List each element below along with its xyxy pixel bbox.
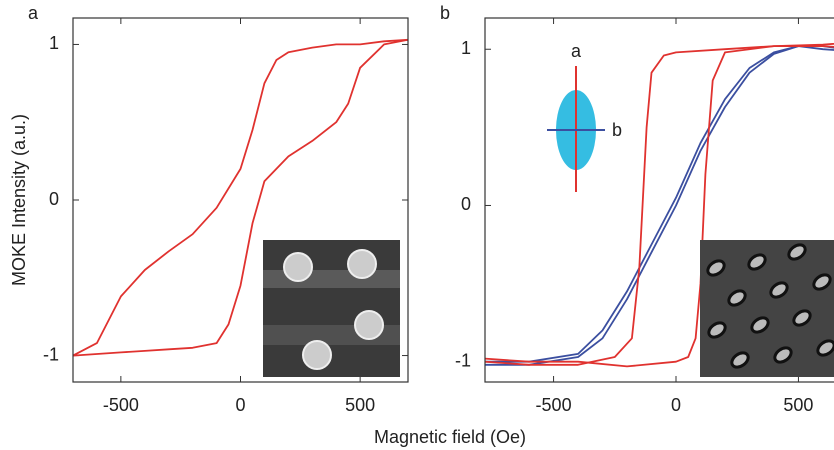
inset-a — [263, 240, 400, 377]
y-tick-label: 1 — [461, 38, 471, 58]
data-line — [72, 38, 409, 357]
data-line — [72, 38, 409, 357]
x-axis-label: Magnetic field (Oe) — [374, 427, 526, 447]
x-tick-label: 0 — [671, 395, 681, 415]
panel-label: b — [440, 3, 450, 23]
panel-label: a — [28, 3, 39, 23]
y-axis-label: MOKE Intensity (a.u.) — [9, 114, 29, 286]
x-tick-label: -500 — [536, 395, 572, 415]
axis-diagram: a b — [547, 41, 622, 192]
data-line — [485, 45, 834, 363]
y-tick-label: 0 — [461, 194, 471, 214]
plot-frame — [484, 17, 834, 383]
panel: a -500 0 500 -1 0 1 — [28, 3, 409, 415]
y-tick-label: -1 — [455, 350, 471, 370]
annotation: a — [571, 41, 582, 61]
x-tick-label: 500 — [783, 395, 813, 415]
inset-b — [700, 240, 834, 377]
x-tick-label: 500 — [345, 395, 375, 415]
y-tick-label: -1 — [43, 344, 59, 364]
x-tick-label: 0 — [235, 395, 245, 415]
plot-frame — [72, 17, 409, 383]
panel: b -500 0 500 -1 0 1 — [440, 3, 834, 415]
data-line — [484, 45, 834, 368]
annotation: b — [612, 120, 622, 140]
y-tick-label: 1 — [49, 33, 59, 53]
x-tick-label: -500 — [103, 395, 139, 415]
y-tick-label: 0 — [49, 189, 59, 209]
